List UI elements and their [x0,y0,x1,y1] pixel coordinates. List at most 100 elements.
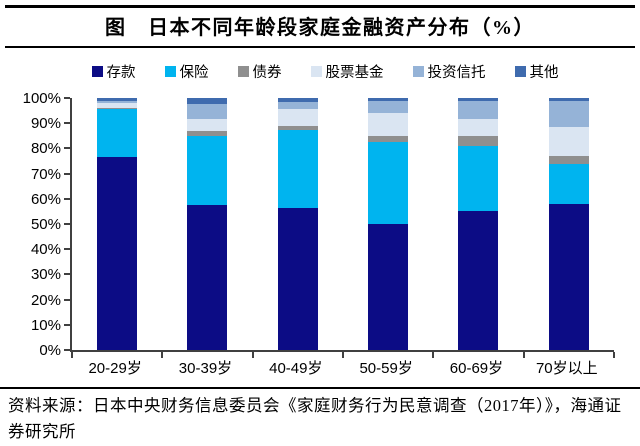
bar-segment-股票基金 [548,127,589,156]
bar-segment-债券 [458,135,499,146]
y-axis-tick [64,97,70,99]
x-labels: 20-29岁 30-39岁 40-49岁 50-59岁 60-69岁 70岁以上 [70,357,612,378]
y-axis-tick [64,248,70,251]
bar-segment-保险 [97,109,138,158]
bar-40-49岁 [277,98,318,350]
bar-segment-股票基金 [368,113,409,136]
bar-segment-保险 [458,145,499,212]
bar-70岁以上 [548,98,589,350]
legend-item-其他: 其他 [514,61,559,82]
bar-segment-存款 [97,157,138,350]
bar-segment-其他 [97,98,138,101]
bar-segment-股票基金 [458,119,499,136]
x-axis-label: 30-39岁 [178,360,233,377]
bar-30-39岁 [187,98,228,350]
bar-segment-债券 [277,125,318,130]
y-axis-label: 0% [39,342,61,359]
legend-swatch-icon [514,65,526,77]
y-axis-label: 90% [30,115,61,133]
y-axis-tick [64,122,70,125]
legend-swatch-icon [237,65,249,77]
bar-segment-保险 [187,135,228,206]
bar-segment-股票基金 [187,119,228,131]
bar-segment-保险 [548,163,589,204]
x-axis-tick [432,352,435,358]
bar-segment-保险 [277,129,318,208]
bar-segment-投资信托 [548,100,589,128]
bar-segment-债券 [187,130,228,136]
bar-segment-债券 [97,108,138,110]
legend-label: 投资信托 [427,64,486,81]
y-axis-label: 80% [30,140,61,158]
legend-label: 股票基金 [325,64,384,81]
bar-segment-其他 [368,98,409,101]
title-divider-rule [5,46,635,48]
y-axis-tick [64,223,70,225]
bar-segment-股票基金 [97,103,138,109]
y-axis-label: 70% [30,165,61,183]
legend-item-债券: 债券 [237,61,282,82]
y-axis-tick [64,273,70,276]
y-axis-label: 20% [30,291,61,309]
bar-segment-存款 [187,205,228,350]
bar-segment-其他 [458,98,499,101]
x-axis-label: 20-29岁 [88,360,142,377]
bar-segment-存款 [277,207,318,350]
bar-segment-投资信托 [368,100,409,114]
plot-area: 0% 10% 20% 30% 40% 50% 60% 70% 80% 90% 100% [23,90,615,359]
legend-item-存款: 存款 [91,61,136,82]
y-axis-label: 40% [30,241,61,259]
x-axis-tick [613,352,615,358]
legend-swatch-icon [91,65,103,77]
x-axis-label: 70岁以上 [535,360,598,377]
bar-segment-投资信托 [277,101,318,110]
legend-item-股票基金: 股票基金 [310,61,384,82]
x-axis-tick [342,352,344,358]
y-axis-label: 50% [30,216,61,233]
y-axis-tick [64,323,70,326]
bar-segment-存款 [458,211,499,350]
bar-60-69岁 [458,98,499,350]
legend-swatch-icon [412,65,424,77]
x-axis-label: 40-49岁 [269,360,323,377]
legend-swatch-icon [164,65,176,77]
y-axis-label: 30% [30,266,61,284]
y-axis-tick [64,349,70,351]
x-axis-tick [522,352,525,358]
y-axis-tick [64,298,70,301]
bar-segment-其他 [187,98,228,105]
legend-label: 债券 [252,64,282,81]
source-note: 资料来源：日本中央财务信息委员会《家庭财务行为民意调查（2017年）》，海通证券… [8,396,622,441]
top-border-rule [5,5,635,8]
y-axis-tick [64,172,70,175]
x-axis-label: 50-59岁 [359,360,413,377]
y-axis-label: 60% [30,190,61,208]
bar-segment-债券 [368,135,409,143]
bar-segment-保险 [368,142,409,224]
legend-item-保险: 保险 [164,61,209,82]
y-axis-tick [64,197,70,200]
bar-segment-存款 [368,224,409,350]
bar-50-59岁 [368,98,409,350]
bar-segment-投资信托 [458,100,499,120]
bar-segment-存款 [548,203,589,350]
chart-title: 图 日本不同年龄段家庭金融资产分布（%） [105,17,535,39]
bars [72,98,614,350]
bar-20-29岁 [97,98,138,350]
legend-item-投资信托: 投资信托 [412,61,486,82]
y-axis-tick [64,147,70,150]
bar-segment-债券 [548,155,589,164]
y-axis-label: 10% [30,316,61,334]
x-axis-tick [161,352,164,358]
x-axis-tick [71,352,73,358]
footer-divider-rule [0,387,640,389]
legend-label: 保险 [179,64,209,81]
x-axis-tick [251,352,254,358]
legend-swatch-icon [310,65,322,77]
bar-segment-其他 [548,98,589,101]
x-axis-label: 60-69岁 [449,360,504,377]
legend: 存款 保险 债券 股票基金 投资信托 其他 [30,61,620,81]
bar-segment-股票基金 [277,109,318,126]
bar-segment-投资信托 [97,100,138,104]
